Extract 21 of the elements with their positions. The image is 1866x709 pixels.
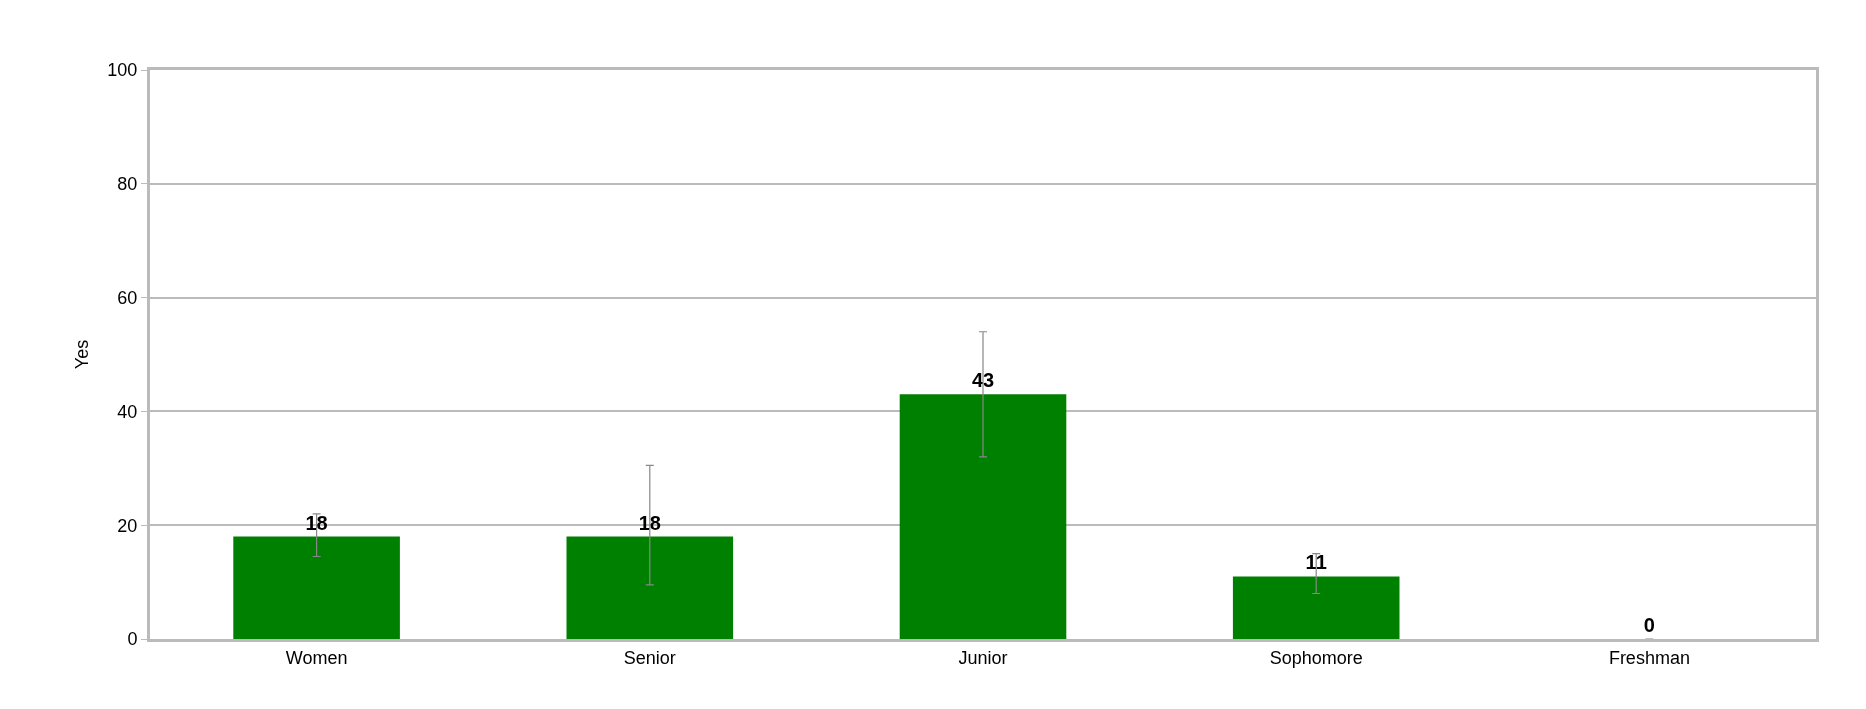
bar — [899, 394, 1067, 639]
y-tick-label: 0 — [127, 629, 138, 650]
bar — [566, 536, 734, 639]
bar — [233, 536, 400, 639]
y-tick-label: 40 — [117, 401, 138, 422]
x-tick-label: Sophomore — [1269, 647, 1363, 668]
y-tick-label: 20 — [117, 515, 138, 536]
x-tick-label: Freshman — [1608, 647, 1690, 668]
y-tick-label: 80 — [117, 174, 138, 195]
x-tick-label: Women — [285, 647, 348, 668]
data-label: 11 — [1305, 551, 1327, 574]
data-label: 18 — [305, 511, 328, 534]
y-tick-label: 60 — [117, 287, 138, 308]
data-label: 18 — [638, 511, 661, 534]
data-label: 43 — [971, 369, 995, 392]
x-tick-label: Senior — [623, 647, 676, 668]
y-tick-label: 100 — [107, 60, 138, 81]
data-label: 0 — [1643, 614, 1655, 636]
y-axis-title: Yes — [71, 339, 92, 370]
x-tick-label: Junior — [958, 647, 1008, 668]
bar — [1232, 576, 1400, 639]
